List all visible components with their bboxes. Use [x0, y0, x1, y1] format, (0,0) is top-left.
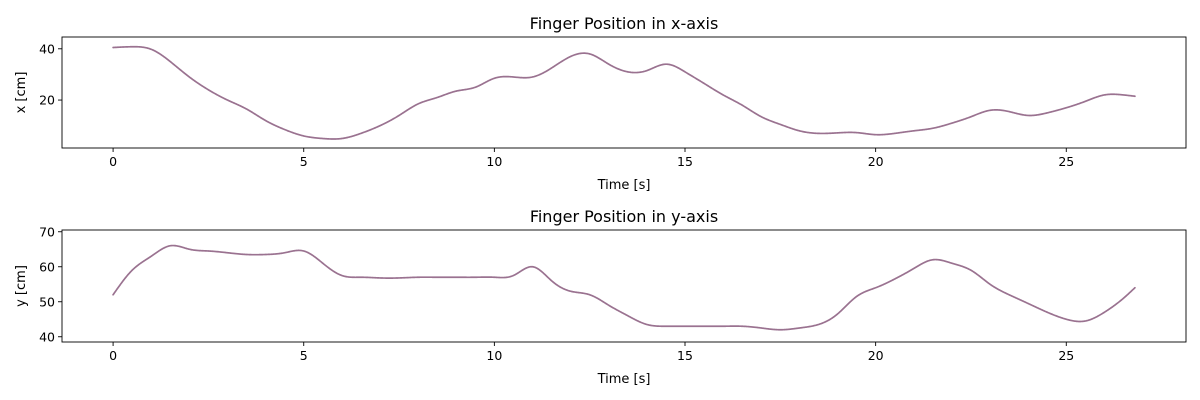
- x-tick-label: 25: [1058, 154, 1074, 169]
- x-tick-label: 20: [868, 348, 884, 363]
- x-tick-label: 25: [1058, 348, 1074, 363]
- y-axis-label: y [cm]: [14, 265, 29, 307]
- panel-x-axis: Finger Position in x-axis 0 5 10 15 20 25 20 40 T…: [14, 14, 1187, 193]
- x-tick-label: 10: [486, 154, 502, 169]
- x-tick-label: 20: [868, 154, 884, 169]
- y-tick-label: 70: [39, 224, 55, 239]
- chart-title: Finger Position in y-axis: [530, 207, 718, 226]
- x-tick-label: 0: [109, 154, 117, 169]
- x-axis-label: Time [s]: [597, 372, 651, 387]
- x-tick-label: 5: [300, 154, 308, 169]
- x-tick-label: 15: [677, 154, 693, 169]
- x-tick-label: 5: [300, 348, 308, 363]
- y-tick-label: 20: [39, 93, 55, 108]
- chart-title: Finger Position in x-axis: [530, 14, 719, 33]
- y-tick-label: 40: [39, 41, 55, 56]
- y-axis-label: x [cm]: [14, 72, 29, 114]
- y-tick-label: 40: [39, 329, 55, 344]
- y-tick-label: 60: [39, 259, 55, 274]
- x-tick-label: 10: [486, 348, 502, 363]
- series-line: [112, 45, 1136, 140]
- x-axis-label: Time [s]: [597, 178, 651, 193]
- y-tick-label: 50: [39, 294, 55, 309]
- plot-frame: [61, 229, 1187, 343]
- panel-y-axis: Finger Position in y-axis 0 5 10 15 20 25 40 50 6…: [14, 207, 1187, 387]
- x-tick-label: 15: [677, 348, 693, 363]
- plot-frame: [61, 36, 1187, 149]
- x-tick-label: 0: [109, 348, 117, 363]
- series-line: [112, 244, 1136, 331]
